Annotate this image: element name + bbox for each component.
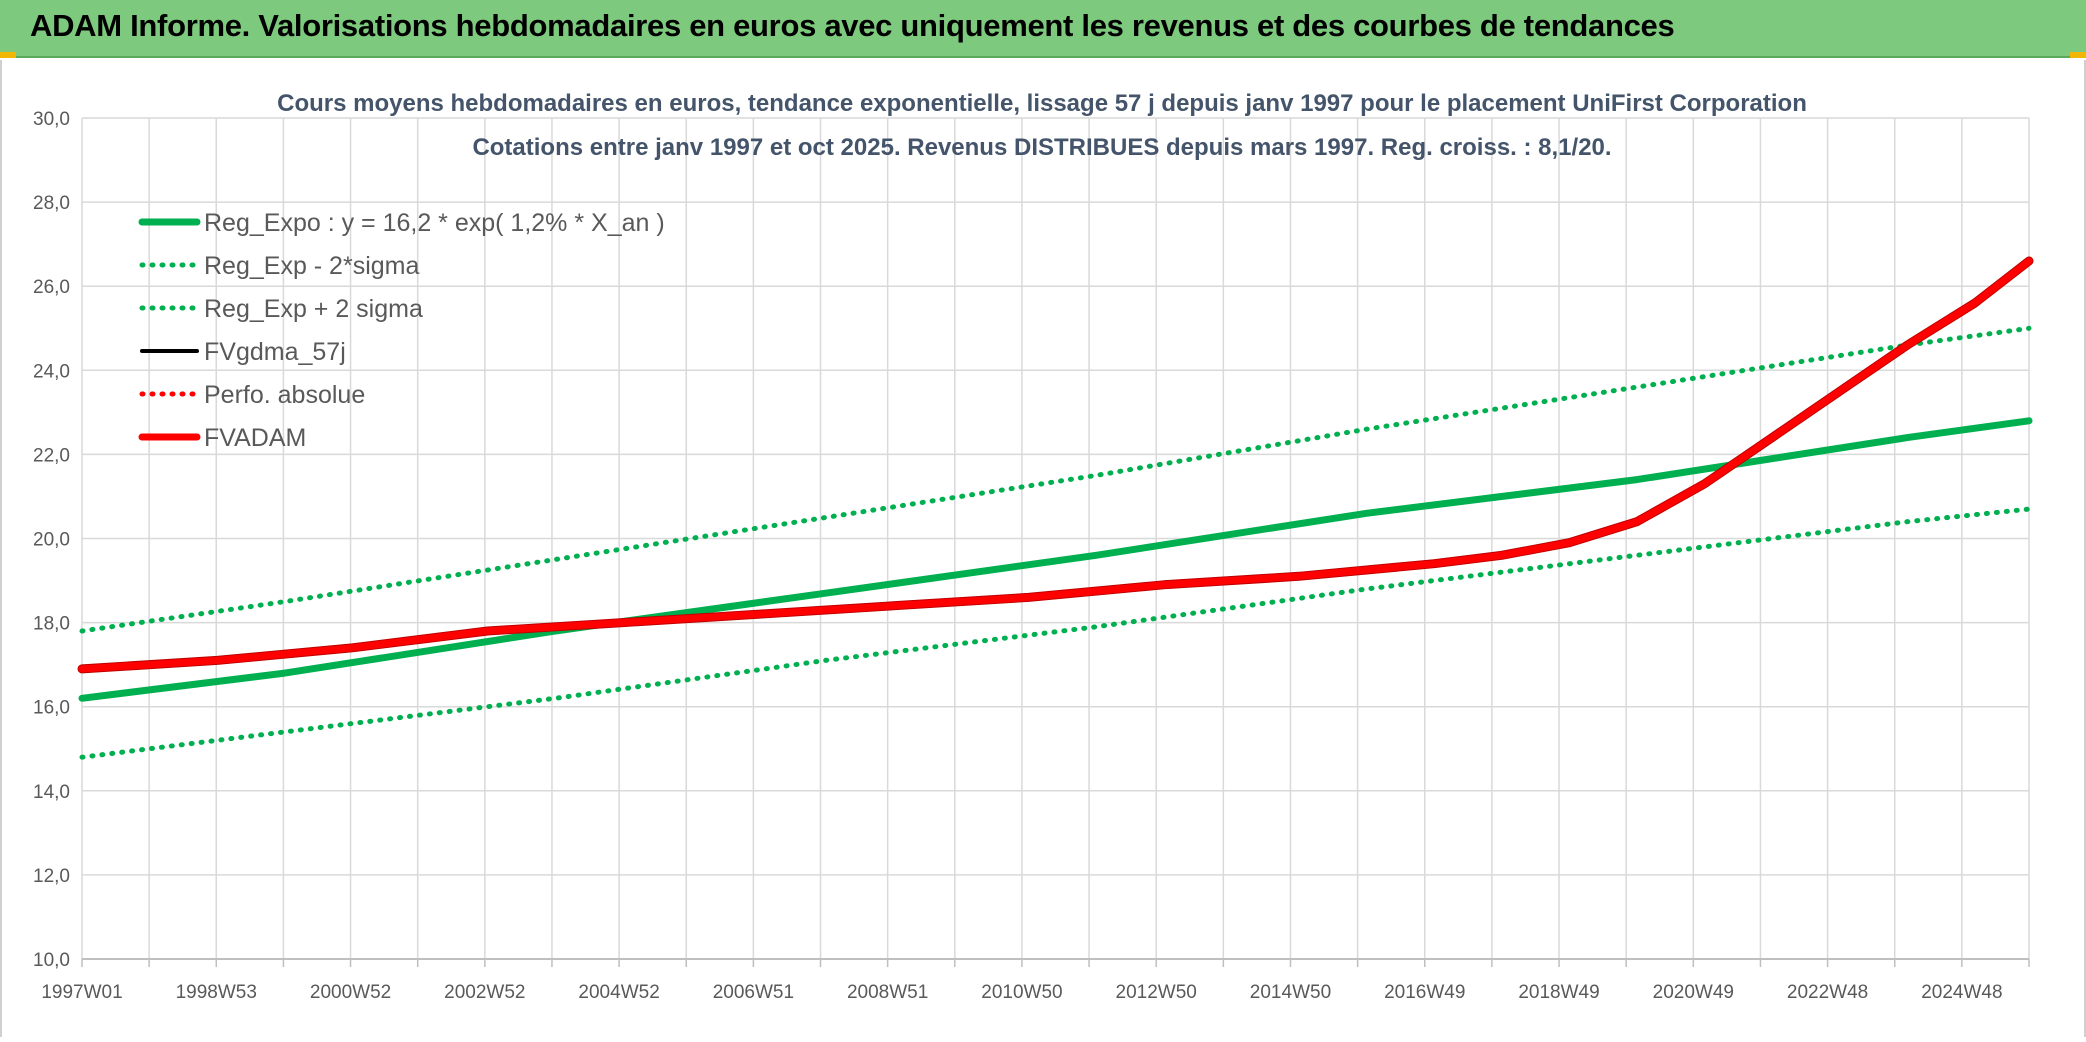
- legend-label: FVADAM: [204, 424, 306, 452]
- x-tick-label: 2012W50: [1116, 982, 1197, 1003]
- chart-title-line-1: Cours moyens hebdomadaires en euros, ten…: [277, 90, 1807, 117]
- y-tick-label: 20,0: [33, 530, 70, 551]
- legend-label: Reg_Expo : y = 16,2 * exp( 1,2% * X_an ): [204, 209, 665, 237]
- x-tick-label: 2004W52: [578, 982, 659, 1003]
- x-tick-label: 2000W52: [310, 982, 391, 1003]
- x-tick-label: 2002W52: [444, 982, 525, 1003]
- y-tick-label: 12,0: [33, 866, 70, 887]
- banner-title: ADAM Informe. Valorisations hebdomadaire…: [30, 8, 1675, 43]
- x-tick-label: 2020W49: [1653, 982, 1734, 1003]
- y-tick-label: 22,0: [33, 445, 70, 466]
- x-tick-label: 2024W48: [1921, 982, 2002, 1003]
- series-line: [78, 417, 2033, 702]
- title-banner: ADAM Informe. Valorisations hebdomadaire…: [0, 0, 2086, 58]
- legend-label: Reg_Exp + 2 sigma: [204, 295, 423, 323]
- corner-mark-left: [0, 52, 16, 58]
- y-tick-label: 14,0: [33, 782, 70, 803]
- x-tick-label: 2010W50: [981, 982, 1062, 1003]
- y-tick-label: 16,0: [33, 698, 70, 719]
- legend-label: FVgdma_57j: [204, 338, 346, 366]
- y-tick-label: 30,0: [33, 109, 70, 130]
- line-chart: 10,0 12,0 14,0 16,0 18,0 20,0 22,0 24,0 26,0 28,0…: [33, 90, 2034, 1003]
- series-line: [79, 325, 2032, 634]
- y-tick-label: 28,0: [33, 193, 70, 214]
- chart-title-line-2: Cotations entre janv 1997 et oct 2025. R…: [472, 134, 1611, 161]
- series-line: [78, 257, 2033, 673]
- y-tick-label: 24,0: [33, 361, 70, 382]
- y-tick-label: 10,0: [33, 950, 70, 971]
- x-tick-label: 2006W51: [713, 982, 794, 1003]
- legend-label: Perfo. absolue: [204, 381, 365, 409]
- y-tick-label: 18,0: [33, 614, 70, 635]
- series-line: [79, 506, 2032, 760]
- x-tick-label: 2008W51: [847, 982, 928, 1003]
- x-tick-label: 2022W48: [1787, 982, 1868, 1003]
- corner-mark-right: [2070, 52, 2086, 58]
- x-tick-label: 2018W49: [1518, 982, 1599, 1003]
- x-tick-label: 2016W49: [1384, 982, 1465, 1003]
- legend-label: Reg_Exp - 2*sigma: [204, 252, 419, 280]
- chart-area: 10,0 12,0 14,0 16,0 18,0 20,0 22,0 24,0 26,0 28,0…: [0, 60, 2086, 1037]
- x-tick-label: 1997W01: [41, 982, 122, 1003]
- x-tick-label: 1998W53: [176, 982, 257, 1003]
- x-tick-label: 2014W50: [1250, 982, 1331, 1003]
- y-tick-label: 26,0: [33, 277, 70, 298]
